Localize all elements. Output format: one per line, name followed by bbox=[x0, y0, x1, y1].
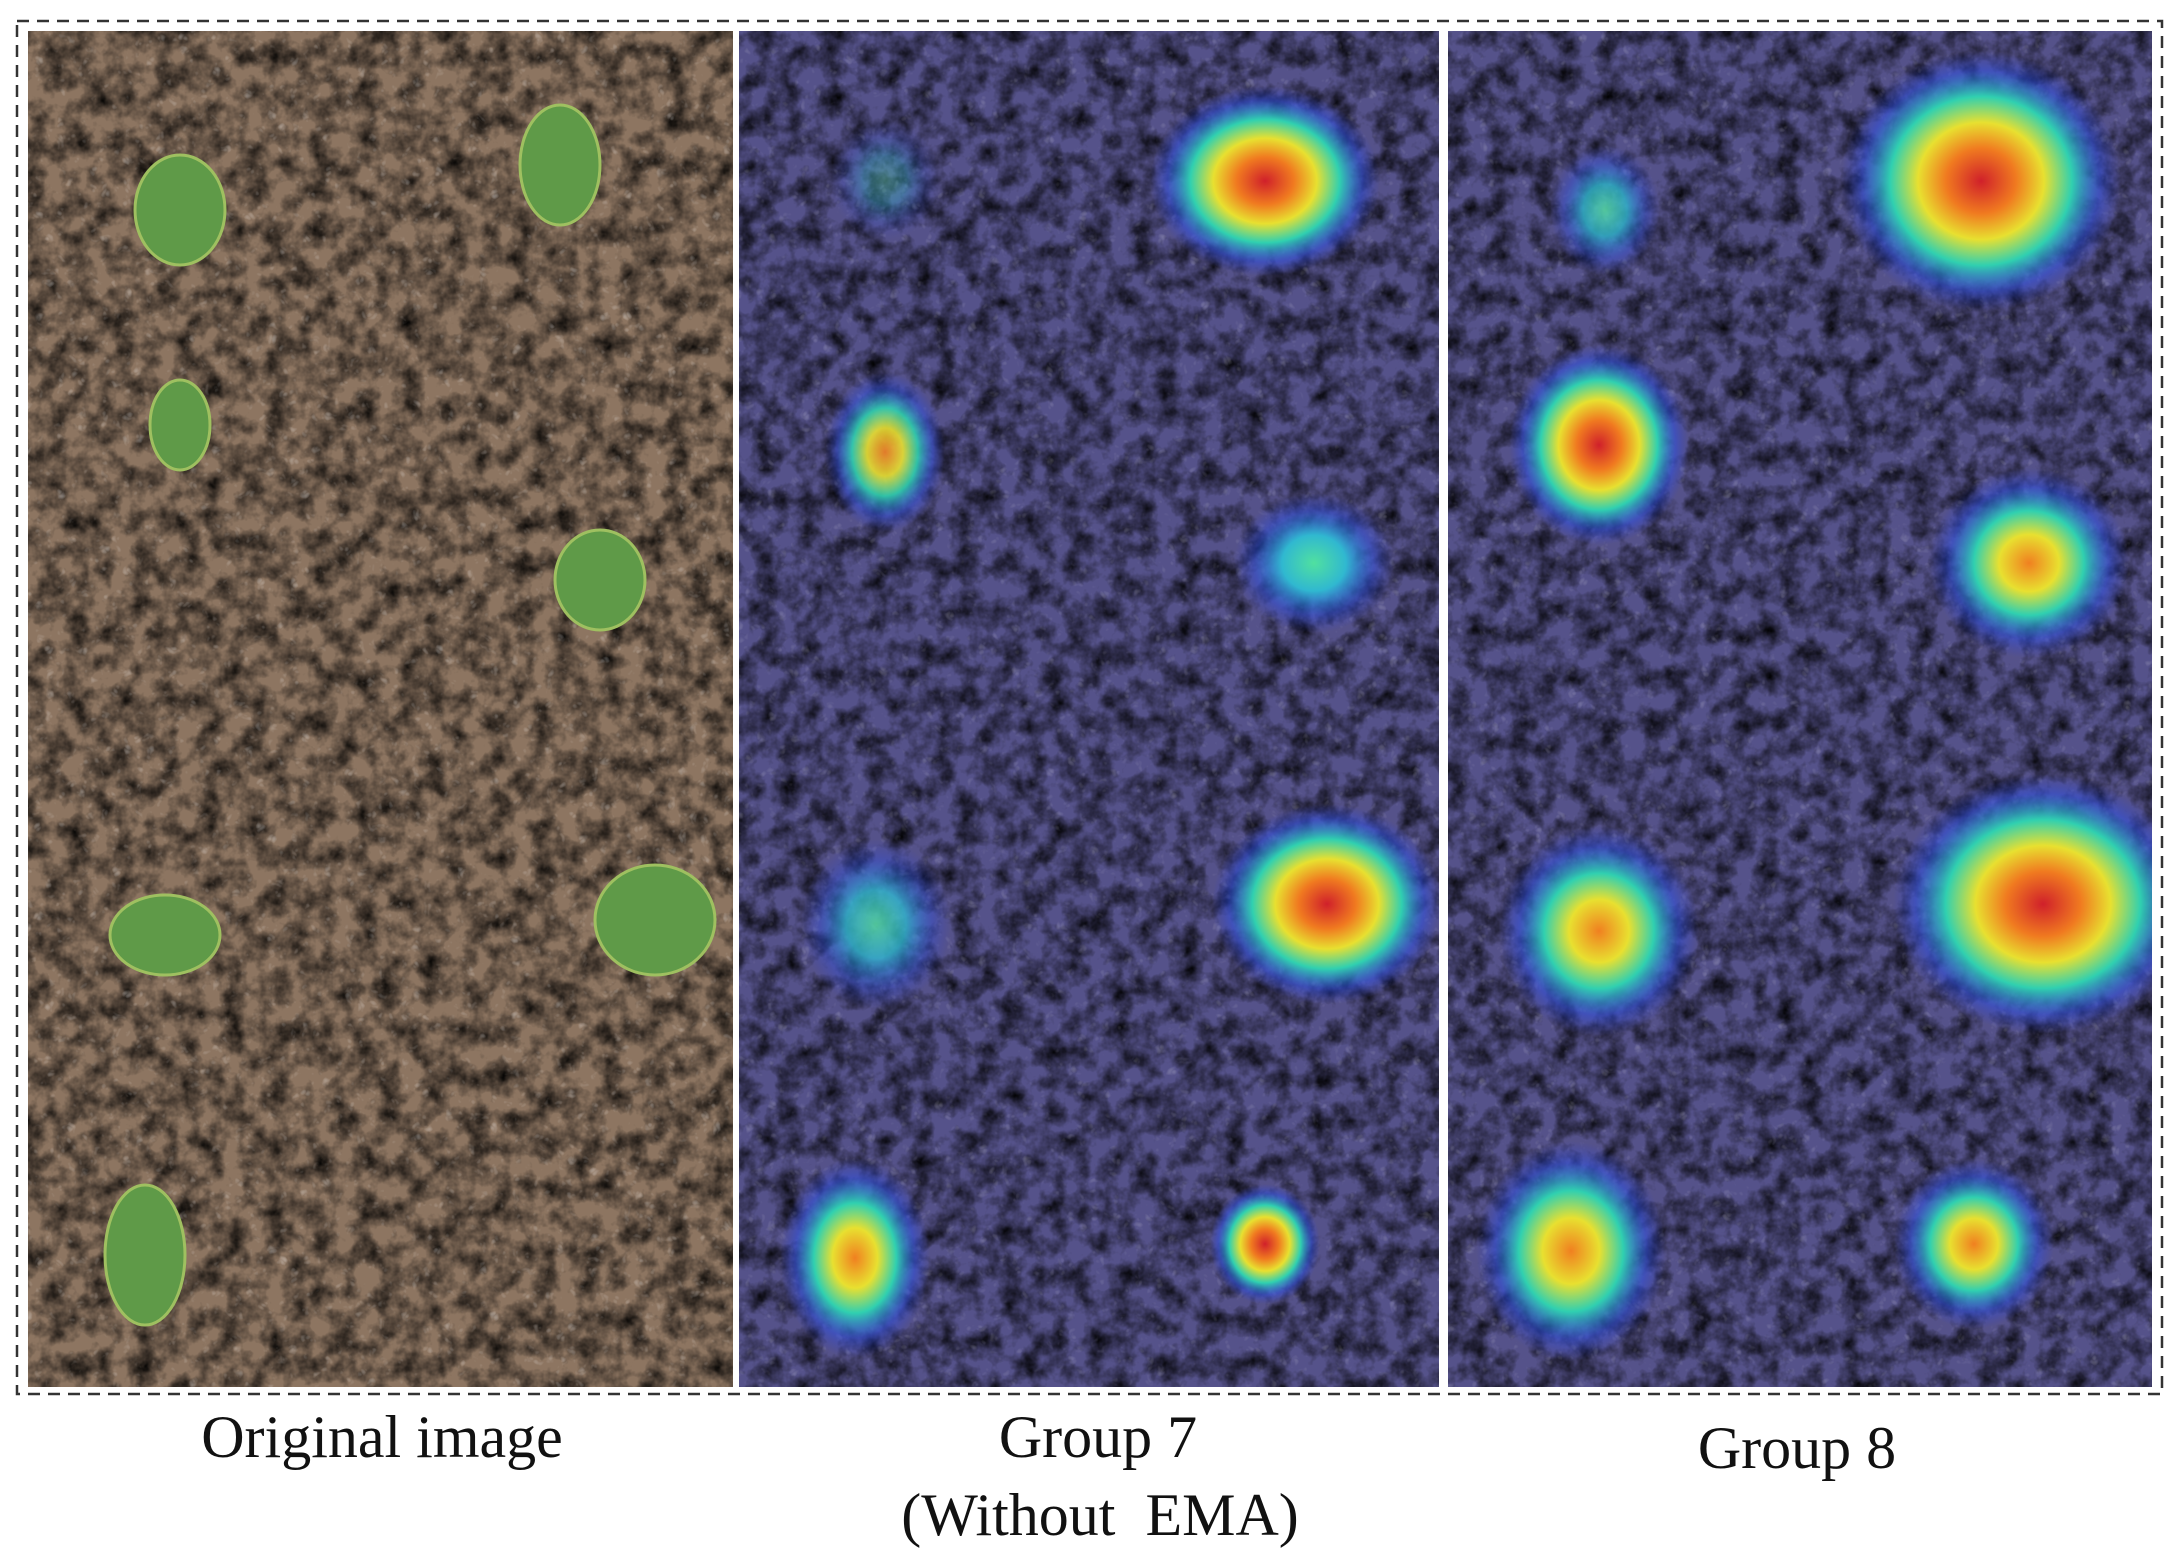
original-image bbox=[28, 31, 733, 1387]
frame bbox=[15, 19, 2164, 1396]
heatmap-group7 bbox=[739, 31, 1439, 1387]
heatmap-group8 bbox=[1448, 31, 2152, 1387]
caption: Group 8 bbox=[1698, 1415, 1896, 1481]
caption: Original image bbox=[201, 1404, 563, 1470]
caption-note: (Without EMA) bbox=[901, 1482, 1299, 1548]
caption: Group 7 bbox=[999, 1404, 1197, 1470]
